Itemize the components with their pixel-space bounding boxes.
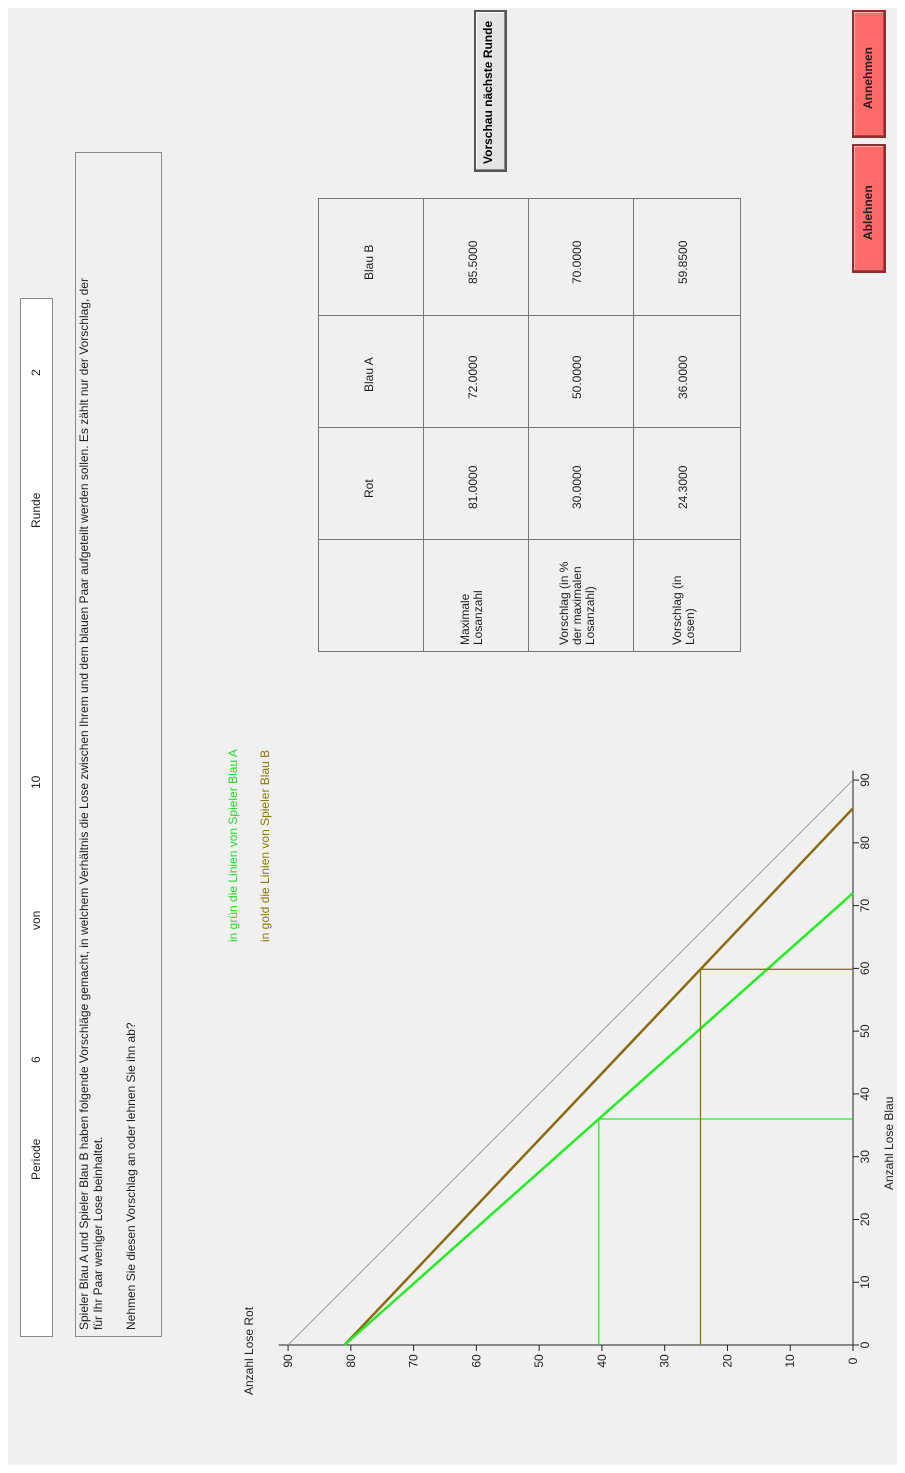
legend-gold: in gold die Linien von Spieler Blau B (258, 749, 272, 942)
legend-green: in grün die Linien von Spieler Blau A (226, 749, 240, 942)
cell-pct-blau-b: 70.0000 (570, 240, 584, 284)
cell-pct-blau-a: 50.0000 (570, 355, 584, 399)
period-info-box (20, 298, 53, 1337)
row-label-max-2: Losanzahl (471, 590, 485, 645)
reject-button-label: Ablehnen (861, 185, 875, 240)
row-label-pct-3: Losanzahl) (583, 586, 597, 645)
accept-button-label: Annehmen (861, 46, 875, 109)
cell-max-blau-a: 72.0000 (466, 355, 480, 399)
row-label-pct: Vorschlag (in % (557, 561, 571, 645)
reject-button[interactable]: Ablehnen (852, 144, 886, 273)
cell-max-blau-b: 85.5000 (466, 240, 480, 284)
preview-next-round-button[interactable]: Vorschau nächste Runde (474, 10, 507, 172)
cell-lose-rot: 24.3000 (676, 465, 690, 509)
runde-value: 2 (29, 369, 43, 376)
message-question: Nehmen Sie diesen Vorschlag an oder lehn… (124, 1022, 138, 1330)
cell-lose-blau-b: 59.8500 (676, 240, 690, 284)
column-header-blau-a: Blau A (362, 357, 376, 392)
column-header-blau-b: Blau B (362, 244, 376, 280)
periode-value: 6 (29, 1056, 43, 1063)
accept-button[interactable]: Annehmen (852, 10, 886, 138)
row-label-lose: Vorschlag (in (670, 575, 684, 645)
von-label: von (29, 910, 43, 930)
cell-lose-blau-a: 36.0000 (676, 355, 690, 399)
message-line-2: für Ihr Paar weniger Lose beinhaltet. (91, 1136, 105, 1330)
periode-label: Periode (29, 1138, 43, 1180)
runde-label: Runde (29, 492, 43, 528)
row-label-lose-2: Losen) (683, 608, 697, 645)
cell-max-rot: 81.0000 (466, 465, 480, 509)
preview-button-label: Vorschau nächste Runde (481, 20, 495, 164)
cell-pct-rot: 30.0000 (570, 465, 584, 509)
row-label-pct-2: der maximalen (570, 566, 584, 645)
message-line-1: Spieler Blau A und Spieler Blau B haben … (77, 278, 91, 1330)
message-box (75, 152, 162, 1337)
row-label-max: Maximale (458, 593, 472, 645)
proposal-table (318, 198, 741, 652)
column-header-rot: Rot (362, 479, 376, 498)
von-value: 10 (29, 775, 43, 789)
